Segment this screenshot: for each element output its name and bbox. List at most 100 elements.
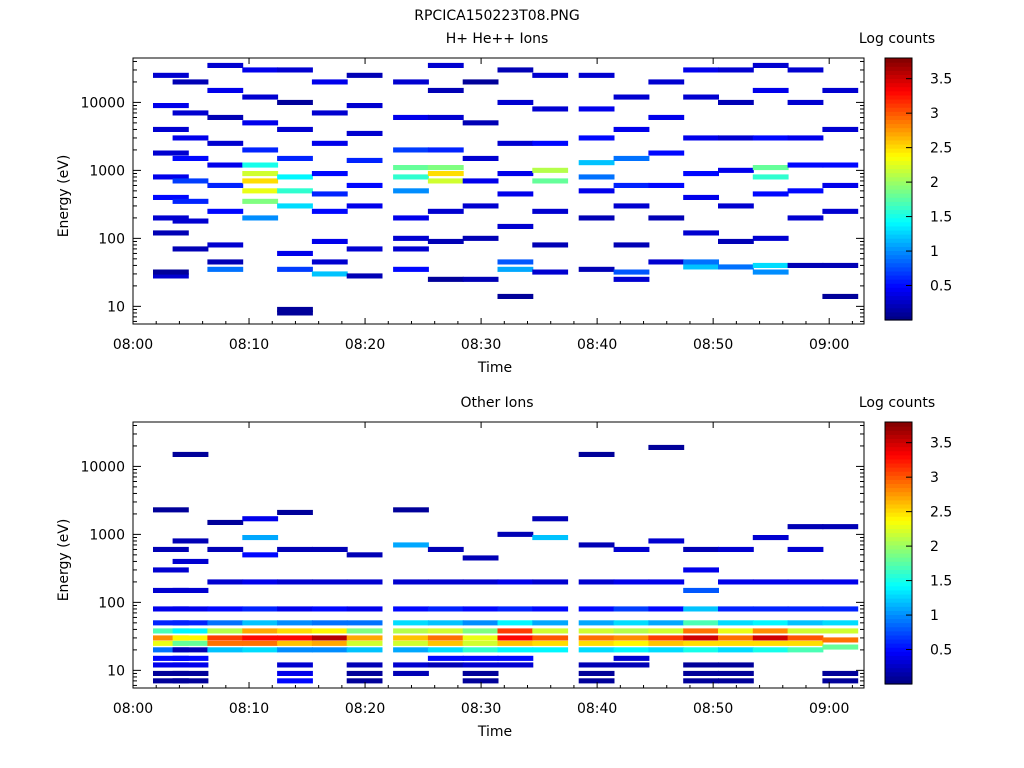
heatmap-cell (648, 606, 685, 612)
heatmap-cell (153, 230, 189, 236)
x-tick-label: 08:20 (345, 701, 385, 717)
heatmap-cell (242, 640, 279, 646)
heatmap-cell (242, 94, 279, 100)
heatmap-cell (532, 72, 569, 78)
heatmap-cell (613, 546, 650, 552)
heatmap-cell (172, 135, 209, 141)
heatmap-cell (532, 606, 569, 612)
colorbar-segment (885, 78, 912, 84)
heatmap-cell (153, 567, 189, 573)
colorbar-segment (885, 589, 912, 595)
x-tick-label: 09:00 (809, 701, 849, 717)
heatmap-cell (207, 242, 244, 248)
heatmap-cell (346, 103, 383, 109)
colorbar-frame (884, 421, 913, 685)
heatmap-cell (578, 215, 615, 221)
heatmap-cell (153, 635, 189, 641)
heatmap-cell (613, 242, 650, 248)
colorbar-segment (885, 557, 912, 562)
colorbar-segment (885, 184, 912, 190)
heatmap-cell (277, 266, 313, 272)
heatmap-cell (578, 628, 615, 634)
heatmap-cell (393, 114, 429, 120)
heatmap-cell (718, 67, 754, 73)
colorbar-segment (885, 119, 912, 125)
heatmap-cell (752, 262, 789, 268)
colorbar-segment (885, 66, 912, 71)
heatmap-cell (822, 182, 859, 188)
heatmap-cell (393, 542, 429, 548)
heatmap-cell (172, 155, 209, 161)
heatmap-cell (462, 670, 499, 676)
heatmap-cell (683, 264, 719, 270)
heatmap-cell (578, 188, 615, 194)
x-axis-label: Time (477, 724, 512, 740)
colorbar-segment (885, 221, 912, 227)
heatmap-cell (787, 640, 824, 646)
heatmap-cell (532, 635, 569, 641)
heatmap-cell (172, 110, 209, 116)
heatmap-cell (683, 194, 719, 200)
colorbar-segment (885, 475, 912, 480)
heatmap-cell (718, 135, 754, 141)
heatmap-cell (172, 635, 209, 641)
heatmap-cell (427, 546, 464, 552)
colorbar-segment (885, 679, 912, 685)
heatmap-cell (153, 126, 189, 132)
heatmap-cell (752, 606, 789, 612)
heatmap-cell (277, 203, 313, 209)
colorbar-segment (885, 168, 912, 174)
heatmap-cell (532, 640, 569, 646)
heatmap-cell (346, 579, 383, 585)
heatmap-cell (822, 262, 859, 268)
heatmap-cell (578, 678, 615, 684)
heatmap-cell (311, 640, 348, 646)
heatmap-cell (277, 250, 313, 256)
heatmap-cell (242, 67, 279, 73)
heatmap-cell (311, 171, 348, 177)
colorbar-segment (885, 581, 912, 587)
heatmap-cell (578, 542, 615, 548)
heatmap-cell (613, 269, 650, 275)
colorbar-segment (885, 634, 912, 640)
heatmap-cell (427, 635, 464, 641)
heatmap-cell (207, 266, 244, 272)
heatmap-cell (172, 538, 209, 544)
heatmap-cell (718, 640, 754, 646)
heatmap-cell (613, 126, 650, 132)
heatmap-cell (822, 637, 859, 643)
heatmap-cell (718, 678, 754, 684)
x-tick-label: 08:50 (693, 701, 733, 717)
heatmap-cell (718, 670, 754, 676)
heatmap-cell (532, 620, 569, 626)
heatmap-cell (532, 647, 569, 653)
colorbar-label: Log counts (859, 31, 935, 47)
heatmap-cell (153, 72, 189, 78)
heatmap-cell (207, 647, 244, 653)
heatmap-cell (207, 620, 244, 626)
colorbar-segment (885, 610, 912, 615)
heatmap-cell (277, 188, 313, 194)
heatmap-cell (462, 678, 499, 684)
heatmap-cell (153, 670, 189, 676)
heatmap-cell (648, 215, 685, 221)
colorbar-segment (885, 107, 912, 112)
heatmap-cells (153, 444, 859, 684)
heatmap-cell (497, 628, 534, 634)
heatmap-cell (462, 120, 499, 126)
heatmap-cell (648, 444, 685, 450)
heatmap-cell (207, 259, 244, 265)
heatmap-cell (648, 620, 685, 626)
x-tick-label: 08:10 (229, 701, 269, 717)
heatmap-cell (497, 620, 534, 626)
heatmap-cell (427, 238, 464, 244)
colorbar-tick-label: 2.5 (930, 505, 952, 521)
heatmap-cell (718, 238, 754, 244)
colorbar-segment (885, 675, 912, 681)
colorbar-segment (885, 172, 912, 178)
heatmap-cell (648, 150, 685, 156)
heatmap-cell (393, 165, 429, 171)
y-axis-label: Energy (eV) (56, 519, 72, 602)
heatmap-cell (311, 271, 348, 277)
heatmap-cell (683, 171, 719, 177)
